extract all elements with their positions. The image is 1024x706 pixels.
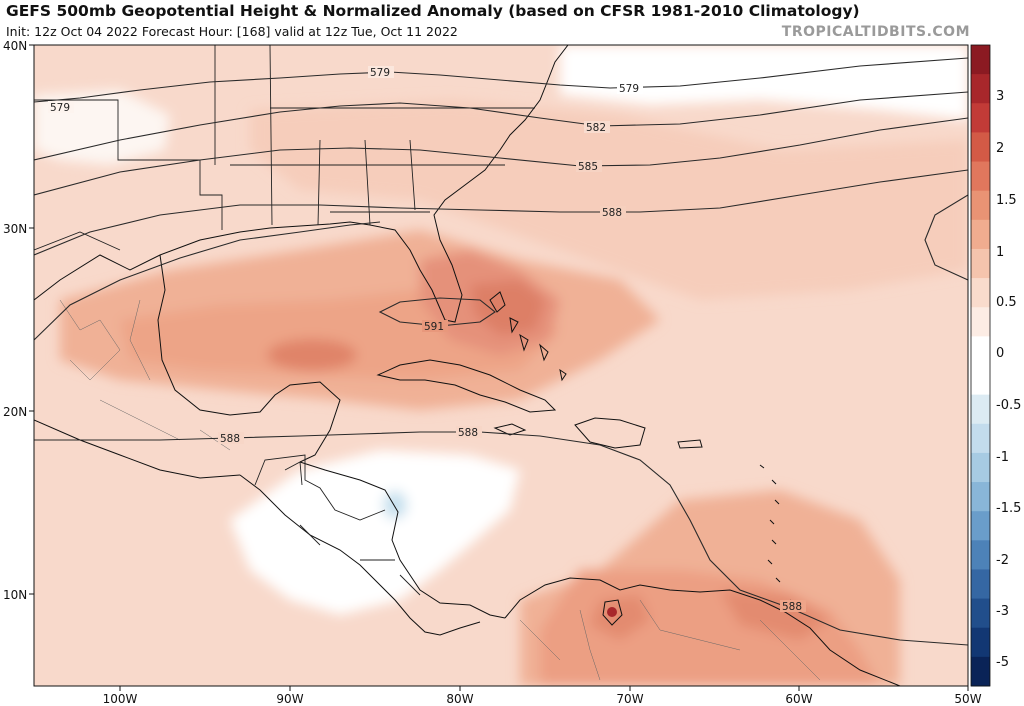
coastlines xyxy=(34,45,901,686)
contour-label: 582 xyxy=(586,122,606,134)
colorbar-swatch xyxy=(971,132,990,163)
colorbar-label: -2 xyxy=(996,553,1009,568)
latitude-axis: 40N 30N 20N 10N xyxy=(3,39,34,602)
contour-labels: 579 579 579 582 585 588 591 588 588 588 xyxy=(48,66,806,613)
anomaly-field xyxy=(34,45,968,686)
colorbar-swatch xyxy=(971,190,990,221)
lon-label: 50W xyxy=(954,692,981,706)
colorbar-label: 3 xyxy=(996,89,1004,104)
lat-label: 10N xyxy=(3,588,27,602)
colorbar-label: -0.5 xyxy=(996,398,1021,413)
lat-label: 20N xyxy=(3,405,27,419)
contour-label: 579 xyxy=(50,102,70,114)
colorbar-swatch xyxy=(971,248,990,279)
colorbar-swatches xyxy=(971,45,990,687)
colorbar-frame xyxy=(970,44,991,687)
lon-label: 80W xyxy=(446,692,473,706)
contour-label: 579 xyxy=(370,67,390,79)
map-frame xyxy=(33,44,969,687)
chart-title: GEFS 500mb Geopotential Height & Normali… xyxy=(6,2,860,20)
admin-borders xyxy=(59,299,821,681)
lat-label: 40N xyxy=(3,39,27,53)
longitude-axis: 100W 90W 80W 70W 60W 50W xyxy=(103,686,982,706)
lon-label: 90W xyxy=(276,692,303,706)
colorbar-swatch xyxy=(971,482,990,512)
colorbar-swatch xyxy=(971,423,990,454)
colorbar-swatch xyxy=(971,365,990,396)
contour-label: 588 xyxy=(602,207,622,219)
contour-label: 579 xyxy=(619,83,639,95)
colorbar-swatch xyxy=(971,161,990,192)
colorbar-swatch xyxy=(971,219,990,250)
colorbar-label: -1 xyxy=(996,450,1009,465)
contour-label: 585 xyxy=(578,161,598,173)
political-borders xyxy=(34,45,535,596)
colorbar-label: -5 xyxy=(996,655,1009,670)
colorbar-swatch xyxy=(971,569,990,600)
contour-label: 591 xyxy=(424,321,444,333)
colorbar-swatch xyxy=(971,336,990,366)
colorbar-swatch xyxy=(971,103,990,133)
colorbar-labels: 3 2 1.5 1 0.5 0 -0.5 -1 -1.5 -2 -3 -5 xyxy=(996,89,1021,670)
lat-label: 30N xyxy=(3,222,27,236)
colorbar-swatch xyxy=(971,278,990,308)
colorbar-swatch xyxy=(971,394,990,425)
forecast-subtitle: Init: 12z Oct 04 2022 Forecast Hour: [16… xyxy=(6,24,458,39)
contour-label: 588 xyxy=(220,433,240,445)
colorbar-swatch xyxy=(971,452,990,483)
lon-label: 70W xyxy=(616,692,643,706)
colorbar-swatch xyxy=(971,45,990,75)
contour-label: 588 xyxy=(458,427,478,439)
colorbar-swatch xyxy=(971,540,990,570)
colorbar-swatch xyxy=(971,656,990,687)
contour-label: 588 xyxy=(782,601,802,613)
lon-label: 60W xyxy=(785,692,812,706)
colorbar-swatch xyxy=(971,627,990,658)
colorbar-swatch xyxy=(971,511,990,541)
colorbar-label: -3 xyxy=(996,604,1009,619)
site-credit: TROPICALTIDBITS.COM xyxy=(781,24,970,40)
colorbar-label: 0.5 xyxy=(996,295,1017,310)
colorbar: 3 2 1.5 1 0.5 0 -0.5 -1 -1.5 -2 -3 -5 xyxy=(970,44,1021,687)
colorbar-swatch xyxy=(971,598,990,629)
colorbar-label: 0 xyxy=(996,346,1004,361)
colorbar-swatch xyxy=(971,74,990,104)
lon-label: 100W xyxy=(103,692,138,706)
colorbar-label: 1 xyxy=(996,245,1004,260)
colorbar-label: 1.5 xyxy=(996,193,1017,208)
colorbar-label: -1.5 xyxy=(996,501,1021,516)
colorbar-swatch xyxy=(971,307,990,337)
colorbar-label: 2 xyxy=(996,141,1004,156)
